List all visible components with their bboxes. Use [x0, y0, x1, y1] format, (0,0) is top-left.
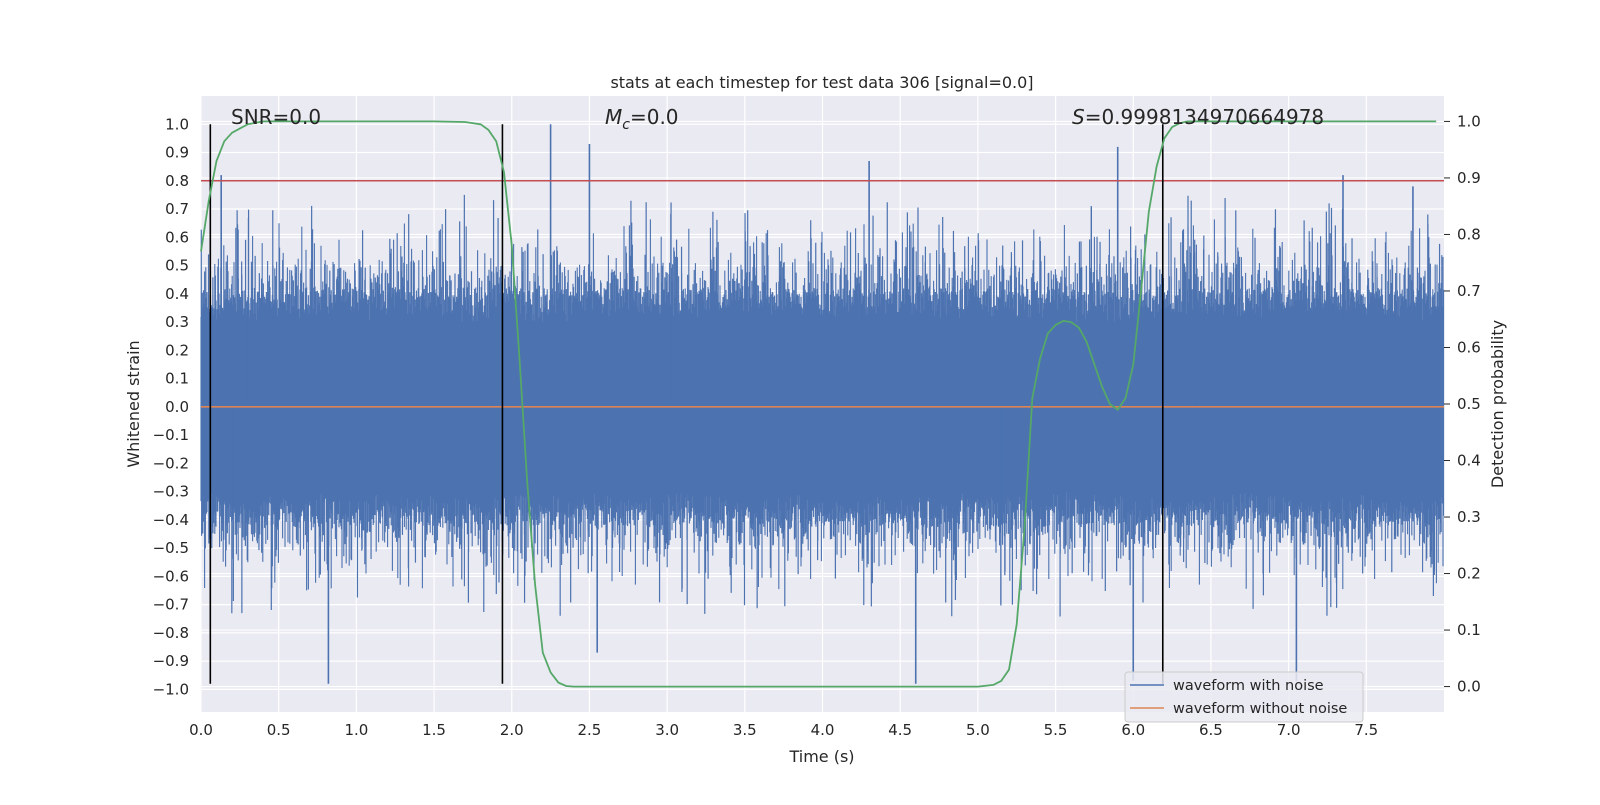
- y-right-tick-label: 0.8: [1457, 225, 1481, 243]
- s-symbol: S: [1072, 105, 1085, 129]
- y-axis-label: Whitened strain: [124, 340, 143, 467]
- x-tick-label: 4.5: [888, 721, 912, 739]
- mc-annotation: Mc=0.0: [605, 105, 679, 133]
- y-right-tick-label: 0.1: [1457, 621, 1481, 639]
- axes-layer: 0.0 0.5 1.0 1.5 2.0 2.5 3.0 3.5 4.0 4.5 5.0 5.5 6.0 6…: [153, 112, 1481, 739]
- x-tick-label: 5.0: [966, 721, 990, 739]
- y-tick-label: 0.6: [165, 228, 189, 246]
- x-tick-label: 1.0: [344, 721, 368, 739]
- y-right-axis-label: Detection probability: [1488, 320, 1507, 488]
- mc-value: =0.0: [630, 105, 679, 129]
- legend-frame: [1124, 671, 1364, 723]
- y-right-tick-label: 0.0: [1457, 678, 1481, 696]
- y-right-tick-label: 0.3: [1457, 508, 1481, 526]
- y-tick-label: 0.5: [165, 257, 189, 275]
- legend-label-noise: waveform with noise: [1173, 678, 1324, 694]
- detection-probability-line: [200, 120, 1437, 688]
- s-value: =0.9998134970664978: [1085, 105, 1324, 129]
- y-tick-label: −0.5: [153, 539, 189, 557]
- chart-title: stats at each timestep for test data 306…: [610, 73, 1033, 92]
- y-tick-label: −0.6: [153, 567, 189, 585]
- x-tick-label: 4.0: [811, 721, 835, 739]
- y-tick-label: 0.0: [165, 398, 189, 416]
- legend: waveform with noise waveform without noi…: [1124, 671, 1364, 723]
- y-tick-label: −0.4: [153, 511, 189, 529]
- legend-label-clean: waveform without noise: [1173, 701, 1347, 717]
- mc-subscript: c: [622, 117, 630, 133]
- x-tick-label: 7.0: [1277, 721, 1301, 739]
- y-tick-label: 0.4: [165, 285, 189, 303]
- y-right-tick-label: 1.0: [1457, 112, 1481, 130]
- x-tick-label: 0.0: [189, 721, 213, 739]
- y-right-tick-label: 0.2: [1457, 565, 1481, 583]
- x-tick-label: 6.5: [1199, 721, 1223, 739]
- y-right-tick-label: 0.4: [1457, 452, 1481, 470]
- y-tick-label: −0.9: [153, 652, 189, 670]
- snr-annotation: SNR=0.0: [231, 105, 321, 129]
- y-tick-label: −1.0: [153, 680, 189, 698]
- series-layer: [200, 120, 1444, 688]
- s-annotation: S=0.9998134970664978: [1072, 105, 1324, 129]
- y-tick-label: 0.8: [165, 172, 189, 190]
- x-tick-label: 6.0: [1121, 721, 1145, 739]
- x-axis-label: Time (s): [788, 747, 854, 766]
- x-tick-label: 7.5: [1354, 721, 1378, 739]
- x-tick-label: 2.5: [578, 721, 602, 739]
- y-tick-label: −0.1: [153, 426, 189, 444]
- x-tick-label: 3.5: [733, 721, 757, 739]
- y-tick-label: −0.3: [153, 483, 189, 501]
- y-tick-label: 0.9: [165, 144, 189, 162]
- y-tick-label: 0.7: [165, 200, 189, 218]
- y-right-tick-label: 0.6: [1457, 338, 1481, 356]
- y-tick-label: −0.2: [153, 454, 189, 472]
- x-tick-label: 1.5: [422, 721, 446, 739]
- x-tick-label: 2.0: [500, 721, 524, 739]
- y-tick-label: −0.7: [153, 596, 189, 614]
- x-tick-label: 0.5: [267, 721, 291, 739]
- waveform-noise-series: [200, 124, 1445, 684]
- y-right-tick-label: 0.5: [1457, 395, 1481, 413]
- y-tick-label: 0.2: [165, 341, 189, 359]
- x-tick-label: 3.0: [655, 721, 679, 739]
- y-tick-label: 0.1: [165, 370, 189, 388]
- x-tick-label: 5.5: [1044, 721, 1068, 739]
- y-tick-label: 0.3: [165, 313, 189, 331]
- mc-symbol: M: [605, 105, 622, 129]
- y-tick-label: −0.8: [153, 624, 189, 642]
- y-right-tick-label: 0.9: [1457, 169, 1481, 187]
- y-right-tick-label: 0.7: [1457, 282, 1481, 300]
- y-tick-label: 1.0: [165, 115, 189, 133]
